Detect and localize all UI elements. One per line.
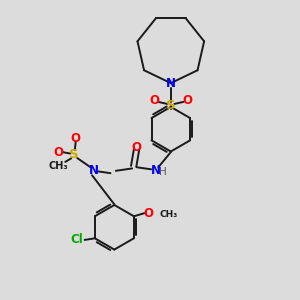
Text: O: O xyxy=(182,94,192,107)
Text: N: N xyxy=(166,76,176,90)
Text: S: S xyxy=(69,148,79,161)
Text: O: O xyxy=(132,141,142,154)
Text: Cl: Cl xyxy=(71,233,84,246)
Text: H: H xyxy=(160,167,167,177)
Text: CH₃: CH₃ xyxy=(160,210,178,219)
Text: O: O xyxy=(54,146,64,159)
Text: O: O xyxy=(143,207,153,220)
Text: CH₃: CH₃ xyxy=(48,161,68,171)
Text: S: S xyxy=(166,99,175,112)
Text: O: O xyxy=(149,94,160,107)
Text: N: N xyxy=(151,164,161,177)
Text: O: O xyxy=(71,132,81,145)
Text: N: N xyxy=(88,164,98,177)
